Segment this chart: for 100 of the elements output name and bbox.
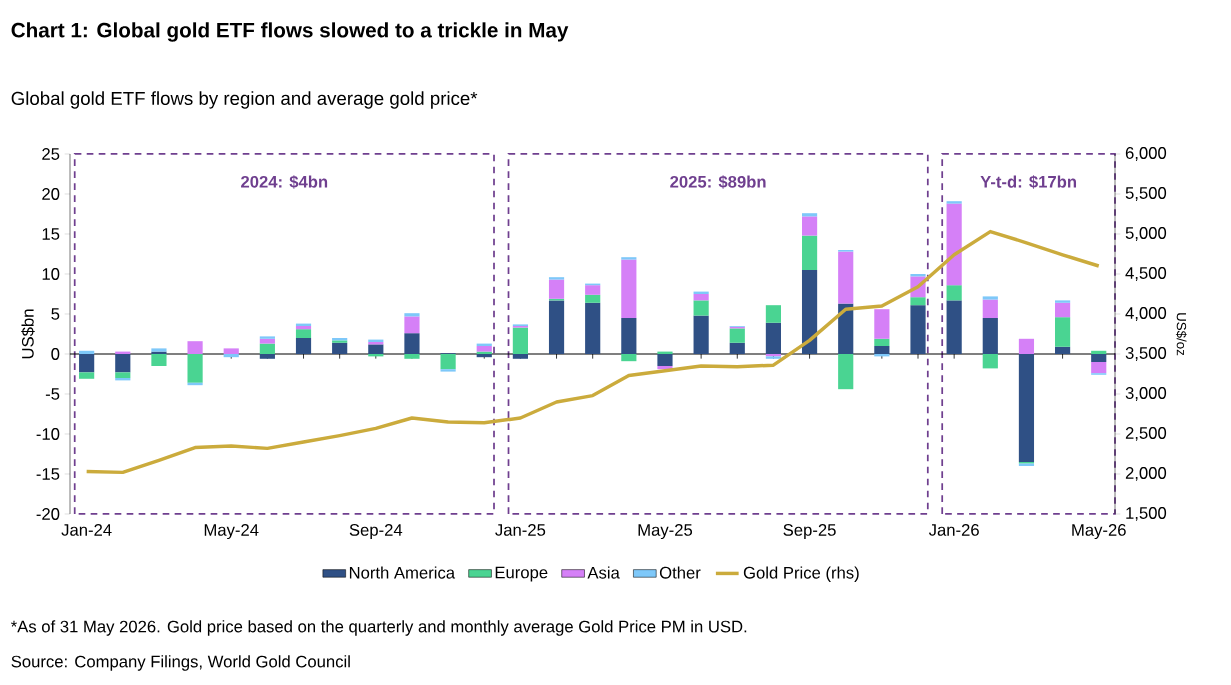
bar: [187, 341, 203, 354]
bar: [332, 342, 348, 354]
y-tick-label: -10: [36, 428, 60, 440]
legend-label: Gold Price (rhs): [743, 566, 859, 582]
bar: [801, 269, 818, 354]
bar: [838, 251, 854, 304]
x-tick-label: Sep-24: [349, 524, 403, 540]
y-tick-label: 5: [51, 308, 60, 320]
text: *As of 31 May 2026. Gold price based on the quarterly and monthly average Gold Price PM in USD.: [11, 620, 747, 636]
bar: [1055, 302, 1071, 318]
bar: [874, 345, 890, 354]
bar: [1091, 353, 1107, 362]
x-tick-label: Jan-24: [61, 524, 112, 536]
bar: [946, 203, 962, 286]
bar: [440, 369, 456, 372]
y-axis-title: US$bn: [21, 309, 35, 359]
legend-label: Europe: [495, 566, 548, 582]
bar: [259, 336, 275, 339]
bar: [259, 343, 275, 354]
bar: [295, 325, 312, 330]
y2-tick-label: 1,500: [1126, 507, 1167, 521]
bar: [476, 345, 492, 352]
bar: [982, 299, 998, 318]
bar: [765, 322, 782, 354]
bar: [621, 257, 637, 260]
bar: [115, 353, 131, 373]
y2-tick-label: 5,500: [1125, 187, 1167, 201]
bar: [657, 353, 673, 366]
y-tick-label: -5: [45, 388, 60, 400]
bar: [621, 259, 637, 318]
bar: [151, 353, 167, 366]
y2-axis-title: US$/oz: [1175, 313, 1187, 356]
bar: [404, 333, 420, 354]
bar: [1055, 300, 1071, 303]
bar: [910, 305, 926, 354]
y2-tick-label: 2,000: [1125, 467, 1167, 481]
bar: [765, 305, 782, 323]
chart-subtitle: Global gold ETF flows by region and average gold price*: [11, 91, 478, 109]
y2-tick-label: 5,000: [1125, 227, 1167, 241]
bar: [693, 315, 709, 354]
legend-label: Other: [659, 566, 701, 579]
bar: [1055, 346, 1071, 354]
y-tick-label: 25: [42, 148, 60, 160]
bar: [1091, 361, 1107, 374]
bar: [946, 285, 962, 301]
chart-title: Chart 1: Global gold ETF flows slowed to a trickle in May: [11, 22, 569, 42]
bar: [801, 213, 818, 217]
bar: [512, 327, 528, 354]
bar: [295, 329, 312, 338]
x-tick-label: May-26: [1072, 524, 1126, 540]
bar: [729, 328, 745, 343]
annotation: Y-t-d: $17bn: [980, 175, 1077, 189]
x-tick-label: May-24: [204, 524, 259, 540]
bar: [585, 285, 601, 295]
bar: [946, 201, 962, 204]
bar: [79, 353, 95, 373]
bar: [693, 300, 709, 316]
bar: [404, 316, 420, 334]
x-tick-label: Jan-26: [928, 524, 979, 536]
legend-label: North America: [349, 566, 456, 579]
bar: [585, 294, 601, 303]
y2-tick-label: 3,000: [1125, 387, 1167, 401]
bar: [874, 338, 890, 346]
bar: [801, 235, 818, 270]
bar: [1018, 338, 1035, 354]
x-tick-label: May-25: [638, 524, 693, 540]
bar: [223, 348, 239, 354]
y-tick-label: 10: [42, 268, 60, 280]
bar: [657, 365, 673, 370]
bar: [440, 353, 456, 370]
bar: [982, 317, 998, 354]
y2-tick-label: 4,000: [1125, 307, 1167, 321]
bar: [223, 353, 239, 358]
bar: [368, 344, 384, 354]
bar: [1018, 353, 1035, 462]
bar: [910, 297, 926, 306]
bar: [295, 337, 312, 354]
bar: [729, 342, 745, 354]
bar: [476, 353, 492, 358]
bar: [259, 353, 275, 359]
bar: [187, 353, 203, 383]
bar: [404, 353, 420, 359]
bar: [115, 372, 131, 378]
bar: [548, 279, 565, 299]
bar: [548, 277, 565, 280]
bar: [548, 300, 565, 354]
y2-tick-label: 6,000: [1125, 147, 1167, 161]
y-tick-label: -20: [36, 508, 60, 520]
y2-tick-label: 4,500: [1125, 267, 1167, 281]
x-tick-label: Jan-25: [495, 524, 546, 536]
bar: [512, 353, 528, 359]
y2-tick-label: 2,500: [1125, 427, 1167, 441]
bar: [79, 372, 95, 379]
bar: [982, 296, 998, 300]
bar: [1091, 350, 1107, 354]
y-tick-label: 15: [42, 228, 60, 240]
bar: [874, 309, 890, 339]
bar: [801, 216, 818, 236]
bar: [621, 317, 637, 354]
line-series: [84, 229, 1101, 475]
